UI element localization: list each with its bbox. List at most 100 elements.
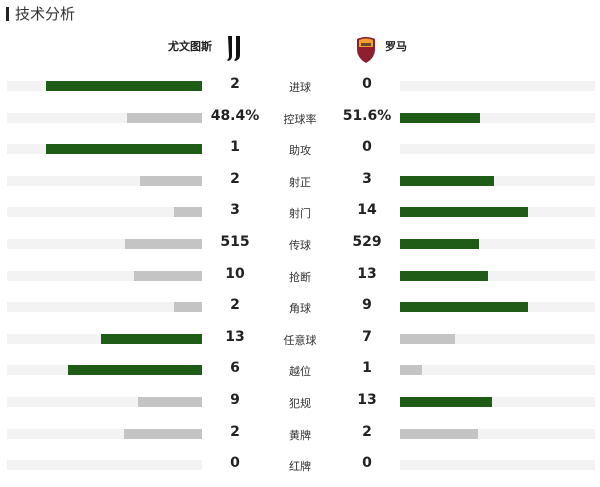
home-bar-track	[7, 239, 202, 249]
home-bar-track	[7, 460, 202, 471]
stat-label: 控球率	[283, 112, 317, 126]
home-bar	[46, 81, 202, 91]
home-bar-track	[7, 270, 202, 281]
home-bar	[46, 144, 202, 155]
away-value: 2	[362, 423, 372, 440]
away-bar	[400, 207, 529, 218]
home-bar	[139, 175, 202, 186]
juventus-logo-icon	[227, 36, 240, 61]
away-bar	[400, 397, 493, 407]
away-bar	[400, 112, 481, 123]
away-bar-track	[400, 207, 595, 218]
away-bar-track	[400, 365, 595, 376]
home-bar	[138, 397, 202, 407]
away-bar-track	[400, 81, 595, 91]
home-value: 2	[230, 76, 240, 92]
away-value: 7	[362, 328, 372, 345]
stat-row: 2 射正 3	[0, 171, 600, 191]
away-value: 1	[362, 360, 372, 377]
home-value: 48.4%	[210, 107, 260, 124]
home-bar-track	[7, 81, 202, 91]
away-bar	[400, 239, 480, 249]
home-value: 0	[230, 455, 240, 472]
stat-row: 3 射门 14	[0, 202, 600, 222]
away-value: 0	[362, 139, 372, 156]
away-bar-track	[400, 112, 595, 123]
away-bar-track	[400, 302, 595, 313]
away-bar-track	[400, 239, 595, 249]
away-bar-track	[400, 460, 595, 471]
home-bar-track	[7, 112, 202, 123]
home-bar	[124, 428, 202, 439]
stat-row: 1 助攻 0	[0, 139, 600, 159]
away-value: 51.6%	[342, 107, 392, 124]
home-bar	[173, 302, 202, 313]
home-team-name: 尤文图斯	[168, 40, 212, 53]
away-bar	[400, 175, 494, 186]
home-bar	[68, 365, 202, 376]
home-value: 515	[220, 234, 250, 250]
home-value: 2	[230, 170, 240, 187]
away-bar-track	[400, 144, 595, 155]
stat-label: 助攻	[289, 144, 311, 158]
home-bar-track	[7, 144, 202, 155]
stat-row: 10 抢断 13	[0, 266, 600, 286]
home-bar	[126, 112, 202, 123]
home-bar	[125, 239, 202, 249]
stat-row: 9 犯规 13	[0, 392, 600, 412]
home-value: 9	[230, 392, 240, 408]
home-bar-track	[7, 397, 202, 407]
away-bar-track	[400, 270, 595, 281]
stat-label: 黄牌	[289, 428, 311, 442]
home-bar-track	[7, 175, 202, 186]
home-bar-track	[7, 365, 202, 376]
stat-row: 515 传球 529	[0, 234, 600, 254]
away-value: 14	[357, 202, 377, 219]
away-team-name: 罗马	[385, 40, 407, 53]
section-title: 技术分析	[6, 3, 75, 24]
home-value: 2	[230, 423, 240, 440]
title-marker	[6, 6, 9, 21]
home-value: 1	[230, 139, 240, 156]
home-bar	[134, 270, 202, 281]
home-bar	[100, 333, 202, 344]
home-value: 2	[230, 297, 240, 314]
stat-row: 13 任意球 7	[0, 329, 600, 349]
home-bar-track	[7, 333, 202, 344]
stat-label: 射门	[289, 207, 311, 221]
stat-label: 犯规	[289, 397, 311, 410]
stat-row: 48.4% 控球率 51.6%	[0, 108, 600, 128]
away-value: 9	[362, 297, 372, 314]
home-bar-track	[7, 428, 202, 439]
away-value: 0	[362, 76, 372, 92]
away-bar-track	[400, 397, 595, 407]
away-bar	[400, 333, 455, 344]
away-bar	[400, 365, 423, 376]
stat-row: 2 角球 9	[0, 297, 600, 317]
stat-label: 抢断	[289, 270, 311, 284]
stat-label: 任意球	[283, 333, 317, 347]
as-roma-logo-icon	[357, 37, 375, 63]
stat-row: 2 进球 0	[0, 76, 600, 96]
away-bar	[400, 428, 478, 439]
stat-label: 射正	[289, 175, 311, 189]
home-value: 3	[230, 202, 240, 219]
stat-label: 传球	[289, 239, 311, 252]
stat-row: 6 越位 1	[0, 360, 600, 380]
away-bar-track	[400, 333, 595, 344]
away-bar	[400, 270, 489, 281]
away-value: 3	[362, 170, 372, 187]
home-bar-track	[7, 302, 202, 313]
home-value: 10	[225, 265, 245, 282]
away-value: 13	[357, 392, 377, 408]
away-value: 13	[357, 265, 377, 282]
stat-label: 越位	[289, 365, 311, 379]
stat-label: 角球	[289, 302, 311, 316]
home-bar-track	[7, 207, 202, 218]
stat-row: 2 黄牌 2	[0, 424, 600, 444]
away-value: 529	[352, 234, 382, 250]
away-bar	[400, 302, 528, 313]
section-title-text: 技术分析	[15, 5, 76, 23]
away-bar-track	[400, 428, 595, 439]
home-value: 6	[230, 360, 240, 377]
